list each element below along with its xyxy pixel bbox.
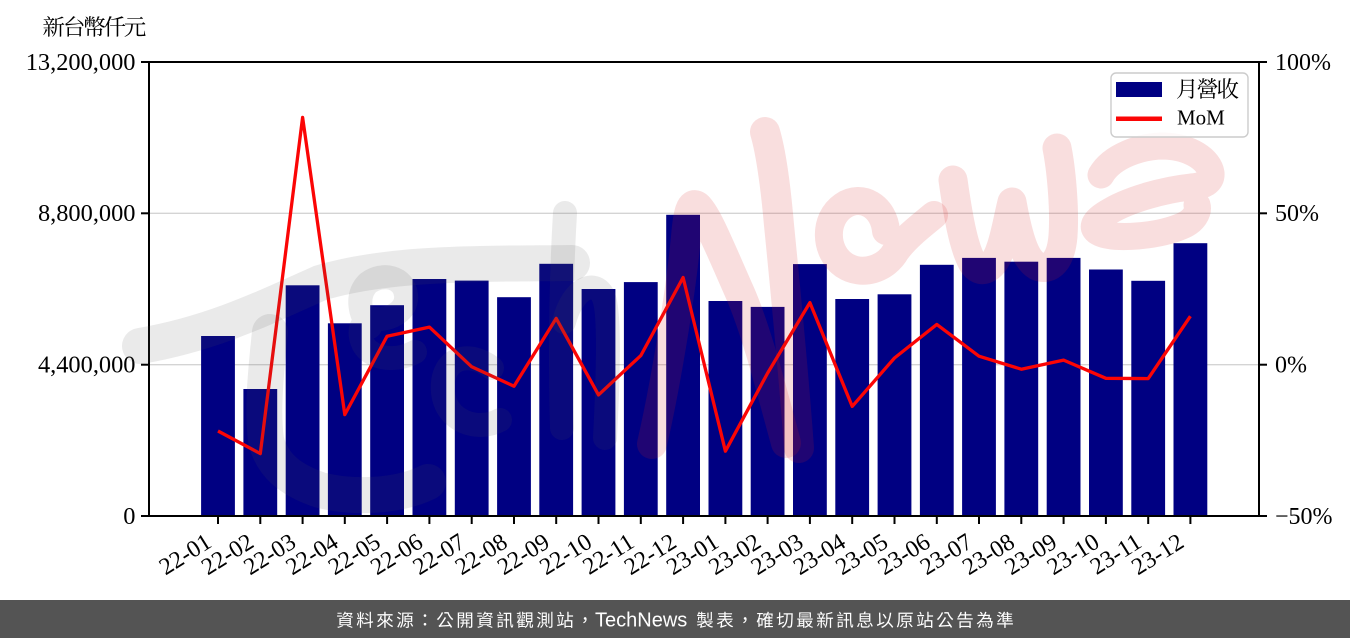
- svg-text:13,200,000: 13,200,000: [26, 49, 136, 76]
- svg-text:0: 0: [123, 503, 135, 530]
- svg-text:MoM: MoM: [1177, 106, 1225, 130]
- svg-text:4,400,000: 4,400,000: [38, 352, 136, 379]
- svg-text:TechNews: TechNews: [595, 609, 687, 631]
- svg-text:50%: 50%: [1275, 201, 1319, 227]
- svg-text:100%: 100%: [1275, 50, 1331, 76]
- svg-text:0%: 0%: [1275, 353, 1307, 379]
- svg-text:8,800,000: 8,800,000: [38, 200, 136, 227]
- svg-text:−50%: −50%: [1275, 504, 1333, 530]
